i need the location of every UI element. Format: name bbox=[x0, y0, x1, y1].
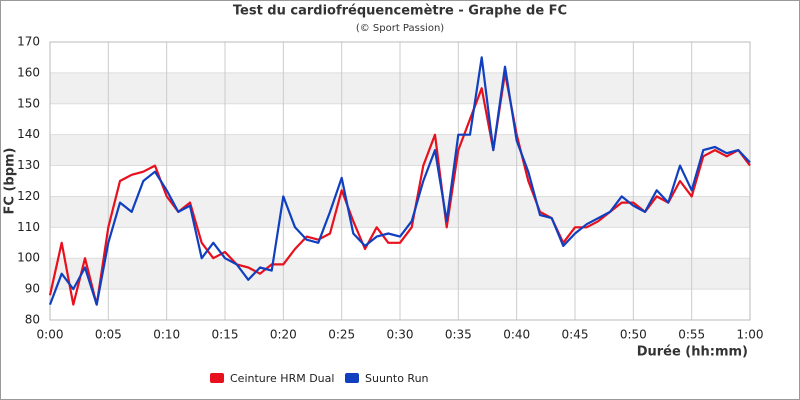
x-tick-label: 0:10 bbox=[153, 328, 180, 342]
y-tick-label: 160 bbox=[17, 65, 40, 79]
legend-swatch bbox=[210, 373, 224, 383]
series-line bbox=[48, 71, 751, 306]
y-tick-label: 120 bbox=[17, 189, 40, 203]
y-tick-label: 90 bbox=[25, 282, 40, 296]
x-tick-label: 0:45 bbox=[562, 328, 589, 342]
series-line bbox=[48, 56, 751, 306]
x-tick-label: 0:50 bbox=[620, 328, 647, 342]
x-tick-label: 0:00 bbox=[37, 328, 64, 342]
plot-border bbox=[49, 41, 751, 321]
y-tick-label: 170 bbox=[17, 35, 40, 49]
chart-title: Test du cardiofréquencemètre - Graphe de… bbox=[233, 4, 567, 19]
x-tick-label: 0:30 bbox=[387, 328, 414, 342]
x-tick-label: 0:25 bbox=[328, 328, 355, 342]
y-tick-label: 110 bbox=[17, 220, 40, 234]
legend-label: Ceinture HRM Dual bbox=[230, 372, 334, 385]
x-axis-label: Durée (hh:mm) bbox=[637, 345, 748, 360]
x-tick-label: 0:40 bbox=[503, 328, 530, 342]
x-tick-label: 0:15 bbox=[212, 328, 239, 342]
x-tick-label: 0:05 bbox=[95, 328, 122, 342]
x-tick-label: 0:20 bbox=[270, 328, 297, 342]
x-tick-label: 1:00 bbox=[737, 328, 764, 342]
x-tick-label: 0:35 bbox=[445, 328, 472, 342]
y-axis-label: FC (bpm) bbox=[3, 148, 18, 215]
legend-swatch bbox=[345, 373, 359, 383]
x-tick-label: 0:55 bbox=[678, 328, 705, 342]
legend-label: Suunto Run bbox=[365, 372, 429, 385]
y-tick-label: 100 bbox=[17, 251, 40, 265]
y-tick-label: 140 bbox=[17, 127, 40, 141]
y-tick-label: 150 bbox=[17, 96, 40, 110]
y-tick-label: 80 bbox=[25, 313, 40, 327]
chart-subtitle: (© Sport Passion) bbox=[356, 23, 444, 34]
y-tick-label: 130 bbox=[17, 158, 40, 172]
